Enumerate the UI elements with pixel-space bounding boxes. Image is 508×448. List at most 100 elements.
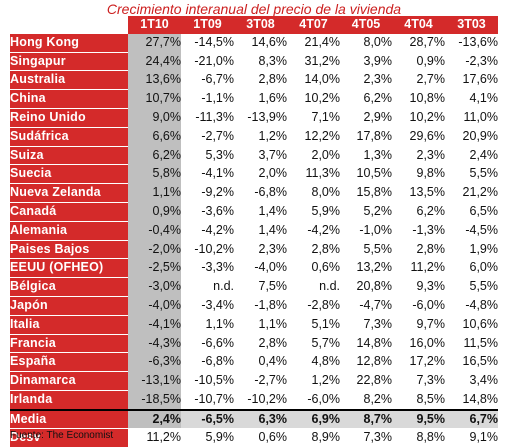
row-label: Media xyxy=(10,408,128,429)
table-cell: -4,2% xyxy=(201,222,234,237)
table-cell: -2,7% xyxy=(254,373,287,388)
table-cell: -14,5% xyxy=(194,35,234,50)
table-cell: -6,0% xyxy=(307,391,340,406)
table-cell: 10,2% xyxy=(409,109,445,124)
table-cell: -4,8% xyxy=(465,297,498,312)
summary-row-media: Media 2,4% -6,5% 6,3% 6,9% 8,7% 9,5% 6,7% xyxy=(10,408,498,429)
table-cell: 5,9% xyxy=(311,203,341,218)
row-label: Sudáfrica xyxy=(10,127,128,147)
row-label: Nueva Zelanda xyxy=(10,183,128,203)
table-cell: 10,6% xyxy=(462,316,498,331)
table-cell: 4,1% xyxy=(469,91,499,106)
table-cell: -4,3% xyxy=(128,334,181,353)
table-cell: -18,5% xyxy=(128,390,181,410)
row-label: Irlanda xyxy=(10,390,128,411)
column-header: 3T03 xyxy=(445,16,498,34)
summary-row-desv: Desv 11,2% 5,9% 0,6% 8,9% 7,3% 8,8% 9,1% xyxy=(10,428,499,448)
row-label: Italia xyxy=(10,315,128,335)
table-cell: 2,4% xyxy=(469,147,499,162)
table-cell: -4,1% xyxy=(128,315,181,335)
table-cell: 3,9% xyxy=(363,53,393,68)
table-cell: 3,4% xyxy=(469,373,499,388)
source-note: Fuente: The Economist xyxy=(10,430,114,441)
table-cell: 17,6% xyxy=(462,72,498,87)
table-cell: 5,1% xyxy=(311,316,341,331)
table-row: España -6,3% -6,8% 0,4% 4,8% 12,8% 17,2% 16,5% xyxy=(10,352,498,373)
table-row: Alemania -0,4% -4,2% 1,4% -4,2% -1,0% -1,3% -4,… xyxy=(10,221,498,241)
table-cell: 1,1% xyxy=(205,316,235,331)
table-cell: -6,8% xyxy=(254,185,287,200)
table-row: Bélgica -3,0% n.d. 7,5% n.d. 20,8% 9,3% 5,5% xyxy=(10,277,499,297)
table-cell: -10,5% xyxy=(194,373,234,388)
table-cell: -6,5% xyxy=(181,408,234,429)
table-cell: 10,8% xyxy=(409,91,445,106)
table-cell: 9,0% xyxy=(128,108,181,128)
table-body: Hong Kong 27,7% -14,5% 14,6% 21,4% 8,0% 28,7% -… xyxy=(10,33,499,448)
table-cell: 5,5% xyxy=(469,166,499,181)
table-cell: 7,1% xyxy=(311,109,341,124)
table-cell: 10,5% xyxy=(356,166,392,181)
row-label: Australia xyxy=(10,70,128,91)
table-cell: 0,6% xyxy=(258,429,288,444)
table-cell: 11,2% xyxy=(410,260,445,275)
row-label: Bélgica xyxy=(10,277,128,297)
row-label: Hong Kong xyxy=(10,33,128,53)
table-cell: 2,3% xyxy=(416,147,446,162)
housing-price-table: 1T10 1T09 3T08 4T07 4T05 4T04 3T03 Hong Kong 27… xyxy=(10,16,498,448)
table-cell: 24,4% xyxy=(128,52,181,71)
row-label: Desv xyxy=(10,428,128,448)
table-cell: 9,5% xyxy=(392,408,445,429)
table-cell: -1,8% xyxy=(254,297,287,312)
table-cell: 17,2% xyxy=(409,354,445,369)
table-cell: -1,1% xyxy=(201,91,234,106)
table-row: Reino Unido 9,0% -11,3% -13,9% 7,1% 2,9% 10,2%… xyxy=(10,108,498,128)
table-cell: 2,7% xyxy=(416,72,446,87)
table-cell: 5,9% xyxy=(205,429,235,444)
table-cell: 2,3% xyxy=(363,72,393,87)
header-corner xyxy=(10,16,128,34)
row-label: Singapur xyxy=(10,52,128,72)
table-cell: 9,3% xyxy=(416,279,446,294)
table-cell: 9,7% xyxy=(416,316,446,331)
table-cell: -3,3% xyxy=(201,260,234,275)
row-label: EEUU (OFHEO) xyxy=(10,258,128,279)
table-cell: 15,8% xyxy=(356,185,392,200)
table-cell: -1,3% xyxy=(412,222,445,237)
table-cell: 12,2% xyxy=(304,128,340,143)
table-cell: 21,2% xyxy=(462,185,498,200)
table-cell: 10,2% xyxy=(304,91,340,106)
table-cell: -10,7% xyxy=(194,391,234,406)
table-row: Suecia 5,8% -4,1% 2,0% 11,3% 10,5% 9,8% 5,5% xyxy=(10,164,499,185)
table-cell: 6,2% xyxy=(128,146,181,165)
table-cell: 2,4% xyxy=(128,408,181,429)
table-cell: 16,0% xyxy=(409,335,445,350)
table-cell: 7,3% xyxy=(363,316,393,331)
table-row: Hong Kong 27,7% -14,5% 14,6% 21,4% 8,0% 28,7% -… xyxy=(10,33,498,53)
table-row: Nueva Zelanda 1,1% -9,2% -6,8% 8,0% 15,8% 13,5… xyxy=(10,183,498,203)
table-cell: 2,8% xyxy=(311,241,341,256)
table-cell: 1,3% xyxy=(363,147,393,162)
table-cell: 11,0% xyxy=(463,109,498,124)
table-cell: 5,5% xyxy=(469,279,499,294)
table-cell: 1,6% xyxy=(258,91,288,106)
table-cell: 2,0% xyxy=(258,166,288,181)
row-label: China xyxy=(10,89,128,109)
table-cell: 12,8% xyxy=(356,354,392,369)
table-cell: -3,4% xyxy=(201,297,234,312)
table-cell: 8,0% xyxy=(311,185,341,200)
table-row: Italia -4,1% 1,1% 1,1% 5,1% 7,3% 9,7% 10,6% xyxy=(10,315,498,335)
table-cell: 27,7% xyxy=(128,33,181,53)
table-cell: -11,3% xyxy=(195,109,234,124)
table-cell: -13,9% xyxy=(247,109,287,124)
table-cell: 8,8% xyxy=(416,429,446,444)
table-cell: 9,1% xyxy=(469,429,499,444)
table-cell: 11,5% xyxy=(463,335,498,350)
table-cell: 8,0% xyxy=(363,35,393,50)
table-cell: 2,0% xyxy=(311,147,341,162)
table-cell: 2,8% xyxy=(258,335,288,350)
table-cell: n.d. xyxy=(213,279,234,294)
column-header: 1T10 xyxy=(128,16,181,34)
table-cell: n.d. xyxy=(319,279,340,294)
table-title: Crecimiento interanual del precio de la … xyxy=(106,1,402,17)
table-row: China 10,7% -1,1% 1,6% 10,2% 6,2% 10,8% 4,1% xyxy=(10,89,499,109)
